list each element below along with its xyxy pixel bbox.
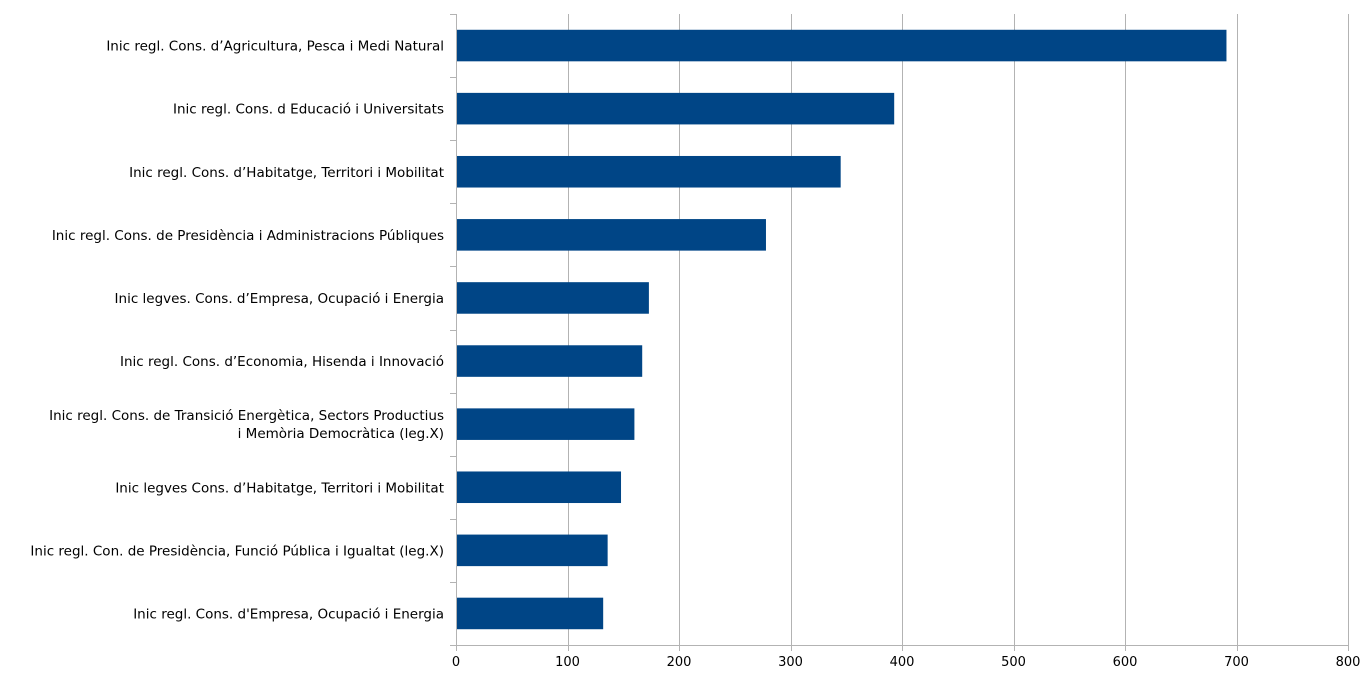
bar xyxy=(457,534,608,567)
x-tick-label: 100 xyxy=(555,655,580,670)
x-tick-label: 200 xyxy=(667,655,692,670)
x-tick-label: 500 xyxy=(1001,655,1026,670)
bar xyxy=(457,471,622,504)
category-label: Inic legves Cons. d’Habitatge, Territori… xyxy=(115,480,444,496)
x-tick-label: 700 xyxy=(1224,655,1249,670)
bar xyxy=(457,408,635,440)
category-label: Inic regl. Con. de Presidència, Funció P… xyxy=(30,543,444,559)
category-label: i Memòria Democràtica (leg.X) xyxy=(238,426,444,442)
bar xyxy=(457,597,604,630)
category-label: Inic regl. Cons. d Educació i Universita… xyxy=(173,102,444,118)
bar xyxy=(457,29,1227,62)
bar xyxy=(457,282,649,314)
category-label: Inic legves. Cons. d’Empresa, Ocupació i… xyxy=(115,291,444,307)
bar xyxy=(457,92,895,125)
x-tick-label: 400 xyxy=(890,655,915,670)
x-tick-label: 0 xyxy=(452,655,460,670)
bar xyxy=(457,345,643,377)
category-label: Inic regl. Cons. d’Agricultura, Pesca i … xyxy=(106,39,444,55)
bar xyxy=(457,155,841,188)
bar xyxy=(457,219,766,251)
category-label: Inic regl. Cons. d’Habitatge, Territori … xyxy=(129,165,444,181)
category-label: Inic regl. Cons. de Transició Energètica… xyxy=(49,408,444,424)
category-label: Inic regl. Cons. d'Empresa, Ocupació i E… xyxy=(133,606,444,622)
x-tick-label: 800 xyxy=(1336,655,1361,670)
x-tick-label: 300 xyxy=(778,655,803,670)
x-tick-label: 600 xyxy=(1113,655,1138,670)
category-label: Inic regl. Cons. de Presidència i Admini… xyxy=(52,228,444,244)
category-label: Inic regl. Cons. d’Economia, Hisenda i I… xyxy=(120,354,444,370)
